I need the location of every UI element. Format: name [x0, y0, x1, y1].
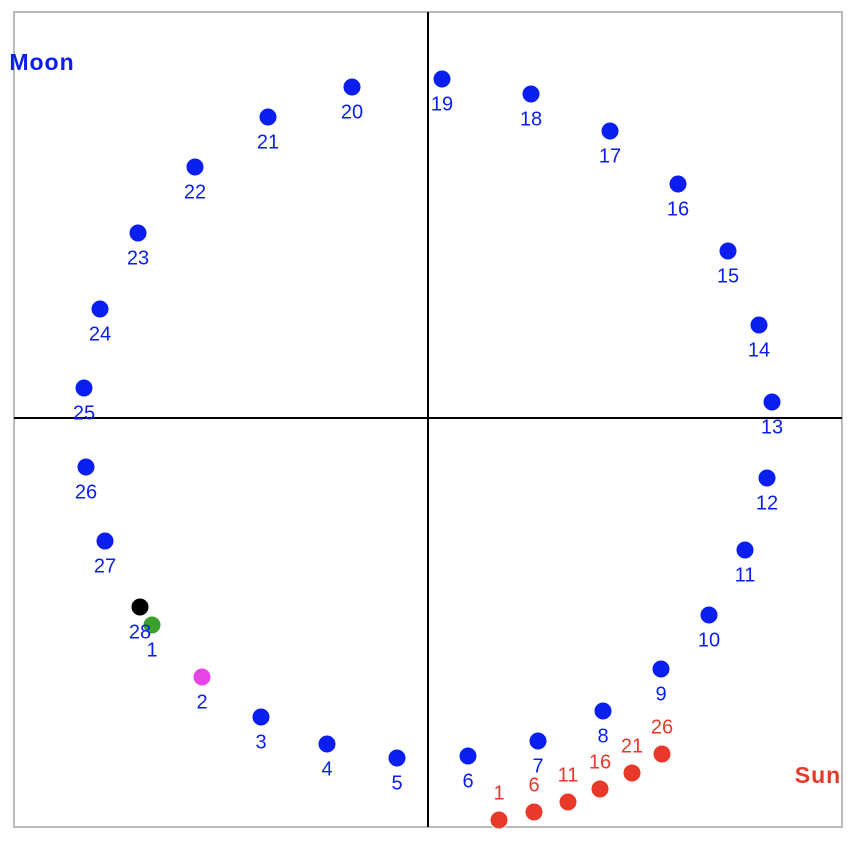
- point-label: 25: [73, 402, 95, 424]
- point: [342, 77, 362, 97]
- point-label: 15: [717, 265, 739, 287]
- point: [251, 707, 271, 727]
- point-label: 11: [735, 564, 756, 586]
- point: [130, 597, 150, 617]
- point-label: 19: [431, 93, 453, 115]
- point-label: 26: [651, 716, 673, 738]
- point: [668, 174, 688, 194]
- point-label: 3: [255, 731, 266, 753]
- point: [185, 157, 205, 177]
- point: [489, 810, 509, 830]
- point-label: 24: [89, 323, 111, 345]
- point: [749, 315, 769, 335]
- point: [528, 731, 548, 751]
- point-label: 1: [146, 639, 157, 661]
- point-label: 17: [599, 145, 621, 167]
- point: [622, 763, 642, 783]
- point-label: 22: [184, 181, 206, 203]
- point: [142, 615, 162, 635]
- point: [128, 223, 148, 243]
- point: [590, 779, 610, 799]
- point-label: 28: [129, 621, 151, 643]
- point: [651, 659, 671, 679]
- point-label: 16: [589, 751, 611, 773]
- point: [718, 241, 738, 261]
- point-label: 23: [127, 247, 149, 269]
- point: [192, 667, 212, 687]
- point-label: 18: [520, 108, 542, 130]
- point: [95, 531, 115, 551]
- point-label: 21: [621, 735, 643, 757]
- point-label: 13: [761, 416, 783, 438]
- point-label: 8: [597, 725, 608, 747]
- legend-label: Moon: [9, 49, 74, 75]
- point-label: 16: [667, 198, 689, 220]
- point: [593, 701, 613, 721]
- legend-label: Sun: [795, 762, 841, 788]
- point-label: 7: [532, 755, 543, 777]
- point-label: 20: [341, 101, 363, 123]
- point: [735, 540, 755, 560]
- point-label: 5: [391, 772, 402, 794]
- point: [258, 107, 278, 127]
- point-label: 11: [558, 764, 579, 786]
- point-label: 1: [493, 782, 504, 804]
- point: [699, 605, 719, 625]
- point-label: 2: [196, 691, 207, 713]
- point: [600, 121, 620, 141]
- point-label: 26: [75, 481, 97, 503]
- point-label: 27: [94, 555, 116, 577]
- point: [762, 392, 782, 412]
- point: [317, 734, 337, 754]
- point: [757, 468, 777, 488]
- point: [521, 84, 541, 104]
- point-label: 21: [257, 131, 279, 153]
- point: [387, 748, 407, 768]
- point-label: 6: [462, 770, 473, 792]
- point-label: 10: [698, 629, 720, 651]
- point-label: 4: [321, 758, 332, 780]
- point: [458, 746, 478, 766]
- point-label: 12: [756, 492, 778, 514]
- point: [90, 299, 110, 319]
- point: [524, 802, 544, 822]
- point: [74, 378, 94, 398]
- point: [76, 457, 96, 477]
- point-label: 9: [655, 683, 666, 705]
- point-label: 6: [528, 774, 539, 796]
- point: [558, 792, 578, 812]
- point-label: 14: [748, 339, 770, 361]
- point: [652, 744, 672, 764]
- point: [432, 69, 452, 89]
